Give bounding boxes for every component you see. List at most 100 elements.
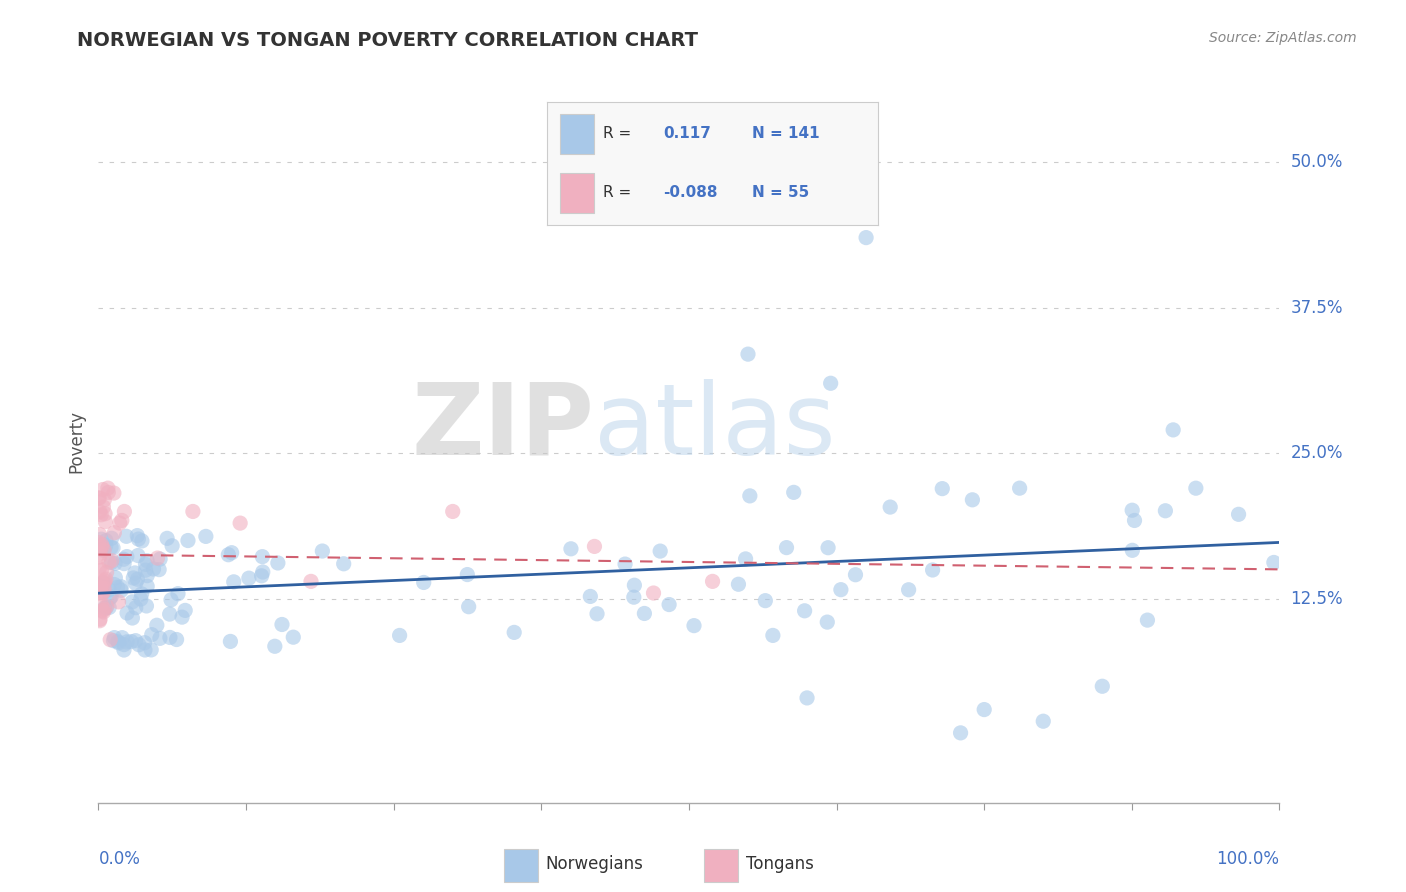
Point <box>921 563 943 577</box>
Point <box>456 567 478 582</box>
Point <box>238 571 260 585</box>
Point <box>108 516 131 530</box>
Point <box>124 566 146 580</box>
Point <box>127 528 149 542</box>
Point <box>149 552 172 566</box>
Point <box>1091 679 1114 693</box>
Point <box>311 544 333 558</box>
Point <box>271 617 294 632</box>
Point <box>127 532 149 546</box>
Point <box>112 643 135 657</box>
Point <box>93 492 115 507</box>
Point <box>156 532 179 546</box>
Point <box>93 582 115 596</box>
Point <box>98 600 121 615</box>
Point <box>87 535 110 549</box>
Point <box>738 489 761 503</box>
Text: 100.0%: 100.0% <box>1216 850 1279 868</box>
Point <box>131 587 153 601</box>
Point <box>107 636 129 650</box>
Point <box>793 604 815 618</box>
Point <box>107 634 129 648</box>
Point <box>135 599 157 613</box>
Point <box>91 575 114 590</box>
Point <box>97 481 120 495</box>
Point <box>1121 503 1143 517</box>
Point <box>93 605 115 619</box>
Point <box>457 599 479 614</box>
Point <box>658 598 681 612</box>
Point <box>94 515 117 529</box>
Text: 12.5%: 12.5% <box>1291 590 1343 607</box>
Point <box>1161 423 1184 437</box>
Point <box>633 607 655 621</box>
Point <box>134 558 156 572</box>
Point <box>115 529 138 543</box>
Point <box>174 603 197 617</box>
Point <box>734 552 756 566</box>
Point <box>91 540 114 554</box>
Point <box>93 543 115 558</box>
Point <box>112 638 135 652</box>
Point <box>91 576 114 591</box>
Point <box>855 230 877 244</box>
Point <box>136 568 159 582</box>
Point <box>110 580 132 594</box>
Point <box>89 505 111 519</box>
Point <box>90 508 112 522</box>
Point <box>96 599 118 614</box>
Y-axis label: Poverty: Poverty <box>67 410 86 473</box>
Text: 25.0%: 25.0% <box>1291 444 1343 462</box>
Point <box>194 529 217 543</box>
Point <box>120 634 142 648</box>
Point <box>101 541 124 555</box>
Point <box>122 571 145 585</box>
Point <box>94 533 117 548</box>
Point <box>90 563 112 577</box>
Point <box>129 592 152 607</box>
Point <box>650 544 672 558</box>
Text: atlas: atlas <box>595 378 837 475</box>
Point <box>127 549 149 563</box>
Text: NORWEGIAN VS TONGAN POVERTY CORRELATION CHART: NORWEGIAN VS TONGAN POVERTY CORRELATION … <box>77 31 699 50</box>
Point <box>100 554 122 568</box>
Point <box>146 618 169 632</box>
Point <box>844 567 866 582</box>
Point <box>159 631 181 645</box>
Point <box>115 635 138 649</box>
Point <box>160 592 183 607</box>
Point <box>931 482 953 496</box>
Point <box>91 543 114 558</box>
Point <box>136 554 159 568</box>
Point <box>229 516 252 530</box>
Point <box>93 574 115 588</box>
Point <box>141 627 163 641</box>
Point <box>112 552 135 566</box>
Point <box>252 549 274 564</box>
Point <box>623 578 645 592</box>
Point <box>267 556 290 570</box>
Point <box>93 601 115 615</box>
Point <box>412 575 434 590</box>
Point <box>87 491 110 505</box>
Point <box>727 577 749 591</box>
Point <box>219 634 242 648</box>
Point <box>89 527 111 541</box>
Point <box>91 483 114 497</box>
Point <box>104 571 127 585</box>
Point <box>89 614 111 628</box>
Point <box>683 618 706 632</box>
Point <box>103 577 125 591</box>
Point <box>89 561 111 575</box>
Point <box>93 500 115 514</box>
Point <box>332 557 354 571</box>
Point <box>737 347 759 361</box>
Point <box>103 631 125 645</box>
Point <box>112 504 135 518</box>
Point <box>141 643 163 657</box>
Point <box>388 628 411 642</box>
Point <box>623 590 645 604</box>
Point <box>115 549 138 564</box>
Point <box>90 587 112 601</box>
Point <box>100 541 122 555</box>
